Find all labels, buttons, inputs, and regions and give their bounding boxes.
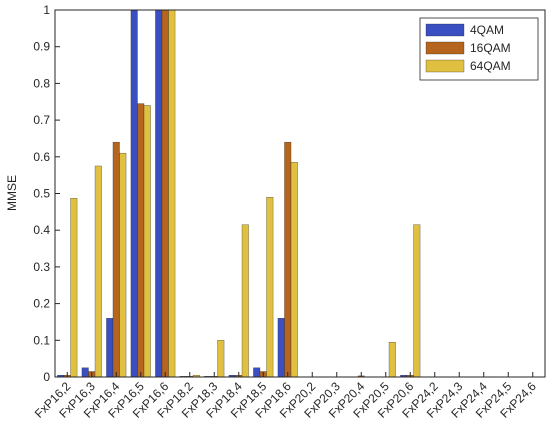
bar <box>192 375 200 377</box>
bar <box>137 103 145 377</box>
bar <box>388 341 396 377</box>
y-tick-label: 0.9 <box>33 40 50 54</box>
legend-swatch <box>425 23 465 37</box>
plot-frame <box>54 9 546 378</box>
y-tick-label: 0 <box>43 370 50 384</box>
bar <box>155 10 163 377</box>
y-tick-label: 0.3 <box>33 260 50 274</box>
bar <box>70 198 78 377</box>
bar <box>112 141 120 377</box>
bar <box>161 10 169 377</box>
legend-swatch <box>425 41 465 55</box>
bar <box>81 367 89 377</box>
legend-label: 64QAM <box>470 59 511 73</box>
bar <box>277 318 285 377</box>
bar <box>290 162 298 377</box>
bar <box>284 141 292 377</box>
bar <box>94 165 102 377</box>
bar <box>217 340 225 377</box>
legend-swatch <box>425 59 465 73</box>
bar <box>266 197 274 377</box>
y-tick-label: 1 <box>43 3 50 17</box>
bar <box>119 152 127 377</box>
legend-label: 4QAM <box>470 23 504 37</box>
legend-label: 16QAM <box>470 41 511 55</box>
bar <box>253 367 261 377</box>
bar <box>168 10 176 377</box>
y-tick-label: 0.6 <box>33 150 50 164</box>
y-tick-label: 0.1 <box>33 333 50 347</box>
bar <box>106 318 114 377</box>
y-tick-label: 0.8 <box>33 76 50 90</box>
y-tick-label: 0.4 <box>33 223 50 237</box>
y-axis-label: MMSE <box>5 175 19 211</box>
bars <box>57 10 421 377</box>
bar <box>241 224 249 377</box>
bar <box>413 224 421 377</box>
y-tick-label: 0.5 <box>33 187 50 201</box>
bar <box>130 10 138 377</box>
bar <box>143 105 151 377</box>
y-tick-label: 0.7 <box>33 113 50 127</box>
y-tick-label: 0.2 <box>33 297 50 311</box>
